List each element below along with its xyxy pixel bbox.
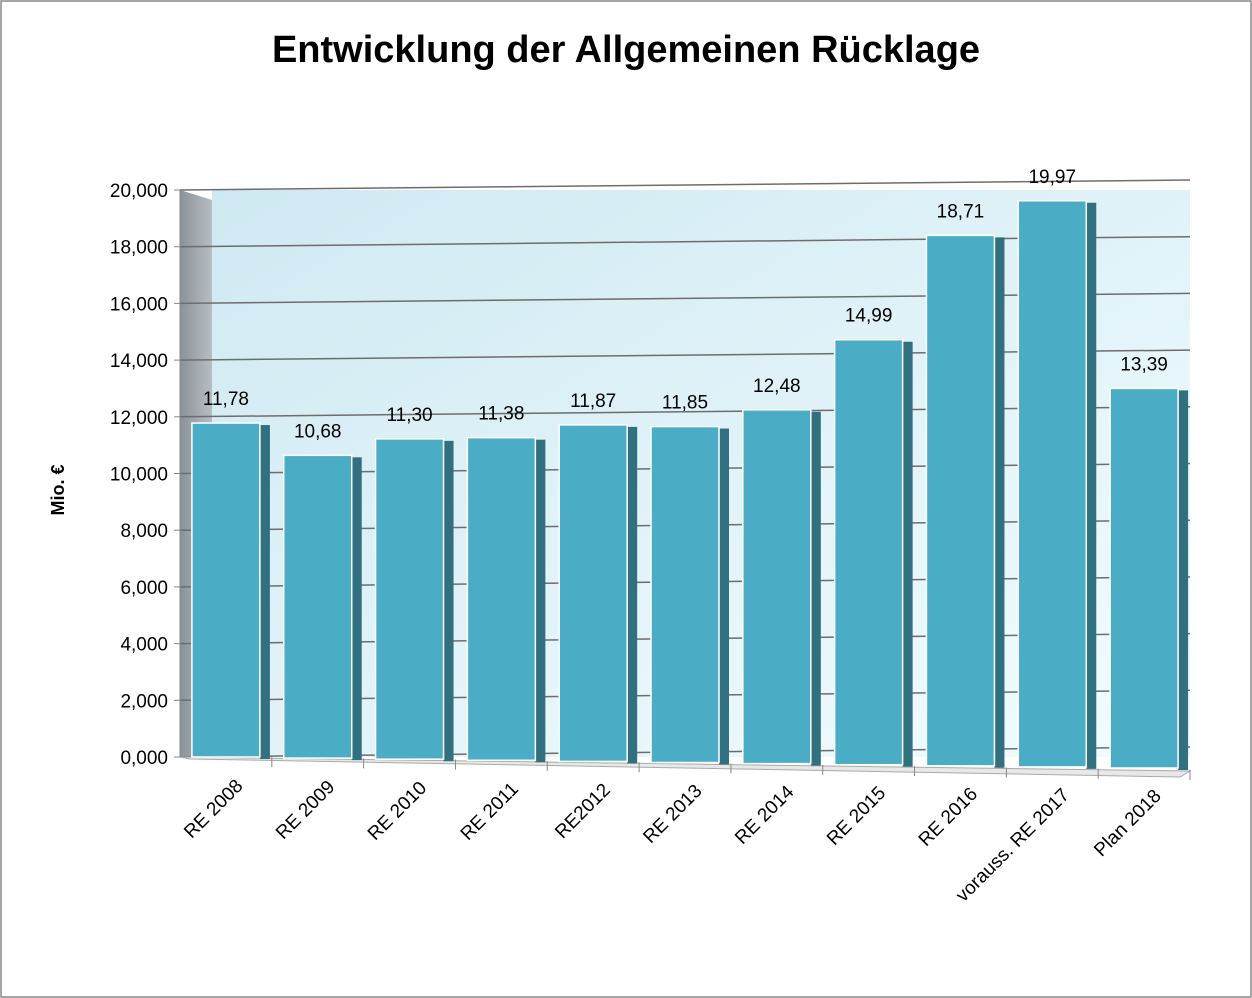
data-label: 10,68	[294, 421, 342, 442]
bar	[558, 424, 628, 763]
bar	[650, 425, 720, 764]
data-label: 14,99	[845, 306, 893, 327]
data-label: 11,78	[203, 389, 249, 410]
chart-title: Entwicklung der Allgemeinen Rücklage	[272, 29, 980, 71]
bar-side	[351, 457, 362, 761]
bar	[925, 234, 996, 767]
bar	[466, 436, 537, 762]
y-tick-label: 8,000	[120, 521, 168, 542]
y-tick-label: 16,000	[110, 294, 168, 315]
y-tick-label: 10,000	[110, 465, 168, 486]
y-tick-label: 18,000	[110, 238, 168, 259]
bar-side	[1178, 390, 1189, 770]
bar-side	[627, 426, 638, 764]
bar-side	[1086, 202, 1097, 769]
data-label: 11,38	[478, 404, 524, 425]
y-tick-label: 14,000	[110, 351, 168, 372]
bar-side	[810, 411, 821, 766]
y-tick-label: 6,000	[120, 578, 168, 599]
data-label: 19,97	[1028, 167, 1076, 188]
data-label: 11,87	[570, 391, 616, 412]
y-tick-label: 12,000	[110, 408, 168, 429]
grid-line	[179, 179, 1191, 191]
bar-side	[259, 425, 270, 759]
bar-side	[443, 440, 454, 762]
bar	[1017, 200, 1088, 768]
y-axis-title: Mio. €	[48, 464, 68, 515]
data-label: 13,39	[1120, 354, 1168, 375]
data-label: 11,30	[386, 405, 432, 426]
data-label: 11,85	[662, 393, 708, 414]
floor	[179, 756, 1192, 778]
data-label: 18,71	[937, 201, 985, 222]
bar	[282, 454, 353, 759]
bar-side	[994, 237, 1005, 768]
y-tick-label: 2,000	[120, 691, 168, 712]
bar	[742, 409, 812, 765]
bar	[374, 438, 445, 760]
bar-side	[902, 341, 913, 767]
y-tick-label: 20,000	[110, 181, 168, 202]
bar-side	[719, 428, 729, 765]
bar	[1109, 387, 1179, 769]
y-tick-label: 4,000	[120, 635, 168, 656]
y-tick-label: 0,000	[120, 748, 168, 769]
bar-side	[535, 439, 546, 763]
data-label: 12,48	[753, 376, 801, 397]
bar	[191, 422, 261, 758]
bar	[833, 338, 904, 766]
